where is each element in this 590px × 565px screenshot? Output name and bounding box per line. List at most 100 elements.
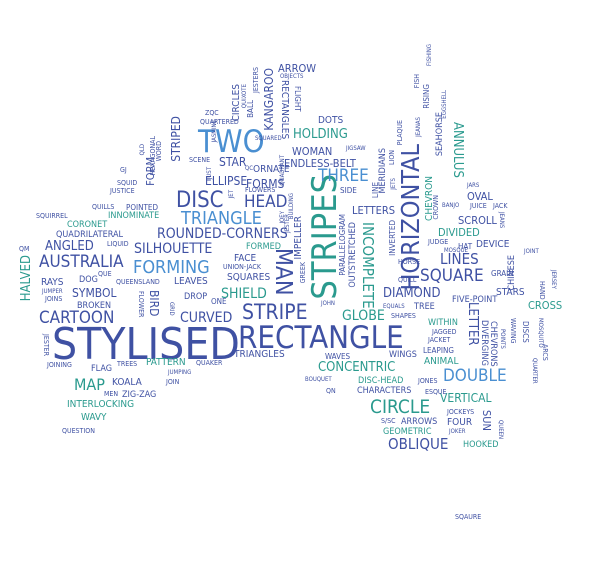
word-just: JUST [206, 167, 213, 180]
word-innominate: INNOMINATE [108, 211, 160, 221]
word-chevrons: CHEVRONS [488, 321, 498, 367]
word-annulus: ANNULUS [450, 122, 465, 178]
word-plaque: PLAQUE [396, 120, 404, 146]
word-waves: WAVES [325, 352, 351, 361]
word-face: FACE [234, 253, 257, 264]
word-ellipse: ELLIPSE [205, 174, 248, 188]
word-rays: RAYS [41, 277, 64, 288]
word-head: HEAD [244, 192, 288, 212]
word-five-point: FIVE-POINT [452, 295, 498, 305]
word-queen: QUEEN [497, 420, 504, 440]
word-drop: DROP [184, 292, 208, 302]
word-bouquet: BOUQUET [305, 376, 332, 383]
word-qn: QN [326, 387, 336, 395]
word-union-jack: UNION-JACK [223, 263, 261, 271]
word-sc: S/SC [381, 417, 396, 425]
word-hat: HAT [458, 242, 473, 251]
word-jersey: JERSEY [550, 270, 557, 289]
word-cross: CROSS [528, 299, 563, 312]
word-three: THREE [318, 166, 369, 186]
word-within: WITHIN [428, 318, 458, 328]
word-star: STAR [219, 155, 247, 169]
word-jagged: JAGGED [432, 328, 457, 336]
word-chinese: CHINESE [507, 255, 517, 291]
word-circle: CIRCLE [370, 396, 431, 418]
word-one: ONE [211, 297, 227, 306]
word-joins: JOINS [45, 295, 63, 303]
word-woman: WOMAN [292, 145, 333, 158]
word-jones: JONES [418, 377, 438, 385]
word-stylised: STYLISED [52, 319, 240, 370]
word-scroll: SCROLL [458, 214, 497, 227]
word-joining: JOINING [47, 361, 72, 369]
word-globe: GLOBE [342, 308, 385, 324]
word-interlocking: INTERLOCKING [67, 399, 135, 410]
word-holding: HOLDING [293, 127, 348, 142]
word-mosquito: MOSQUITO [537, 318, 544, 348]
word-form: FORM [144, 157, 157, 186]
word-fishing: FISHING [426, 44, 433, 66]
word-john: JOHN [321, 300, 335, 307]
word-pointed: POINTED [126, 203, 158, 212]
word-lines: LINES [440, 250, 479, 268]
word-wavy: WAVY [81, 412, 107, 423]
word-cartoon: CARTOON [39, 308, 115, 328]
word-symbol: SYMBOL [72, 286, 117, 300]
word-device: DEVICE [476, 239, 510, 250]
word-australia: AUSTRALIA [39, 252, 124, 272]
word-letter: LETTER [465, 302, 480, 346]
word-diamond: DIAMOND [383, 286, 441, 301]
word-joker: JOKER [449, 428, 466, 435]
word-double: DOUBLE [443, 366, 507, 386]
word-shapes: SHAPES [391, 312, 416, 320]
word-rounded-corners: ROUNDED-CORNERS [157, 226, 288, 242]
word-justice: JUSTICE [110, 187, 135, 195]
word-leaping: LEAPING [423, 346, 454, 355]
word-jesters: JESTERS [252, 67, 260, 94]
word-quill: QUILL [398, 276, 417, 284]
word-mosque: MOSQUE [444, 247, 468, 254]
word-chevron: CHEVRON [424, 176, 435, 221]
word-men: MEN [104, 390, 119, 398]
word-man: MAN [270, 248, 296, 296]
word-animal: ANIMAL [424, 356, 459, 367]
word-kangaroo: KANGAROO [262, 68, 276, 131]
word-jack: JACK [493, 202, 508, 210]
word-equals: EQUALS [383, 303, 405, 310]
word-word: WORD [155, 141, 163, 162]
word-squared: SQUARED [255, 135, 282, 142]
word-qld: QLD [139, 144, 146, 156]
word-jeanas: JEANAS [415, 117, 422, 137]
word-discs: DISCS [521, 321, 530, 343]
word-points: POINTS [499, 329, 506, 349]
word-rising: RISING [422, 84, 431, 109]
word-stars: STARS [496, 287, 525, 298]
word-jets: JETS [390, 178, 397, 190]
word-parallelogram: PARALLELOGRAM [338, 214, 347, 276]
word-greek: GREEK [299, 262, 307, 284]
word-arcs: ARCS [541, 344, 549, 361]
word-jeans: JEANS [498, 212, 505, 229]
word-four: FOUR [447, 417, 473, 428]
word-queensland: QUEENSLAND [116, 278, 160, 286]
word-characters: CHARACTERS [357, 386, 412, 396]
word-jet: JET [228, 190, 235, 199]
word-gj: GJ [120, 166, 127, 174]
word-koala: KOALA [112, 377, 142, 388]
word-letters: LETTERS [352, 204, 396, 217]
word-line: LINE [371, 182, 380, 199]
word-two: TWO [198, 124, 265, 160]
word-map: MAP [74, 375, 105, 394]
word-formed: FORMED [246, 242, 281, 252]
word-jumping: JUMPING [168, 369, 192, 376]
word-ornate: ORNATE [253, 164, 290, 175]
word-quadrilateral: QUADRILATERAL [56, 230, 124, 240]
word-inverted: INVERTED [388, 220, 397, 256]
word-leaves: LEAVES [174, 276, 208, 287]
word-jars: JARS [467, 182, 480, 189]
word-broken: BROKEN [77, 301, 112, 311]
word-arrow: ARROW [278, 62, 317, 75]
word-forming: FORMING [133, 257, 210, 278]
word-vertical: VERTICAL [440, 391, 492, 405]
